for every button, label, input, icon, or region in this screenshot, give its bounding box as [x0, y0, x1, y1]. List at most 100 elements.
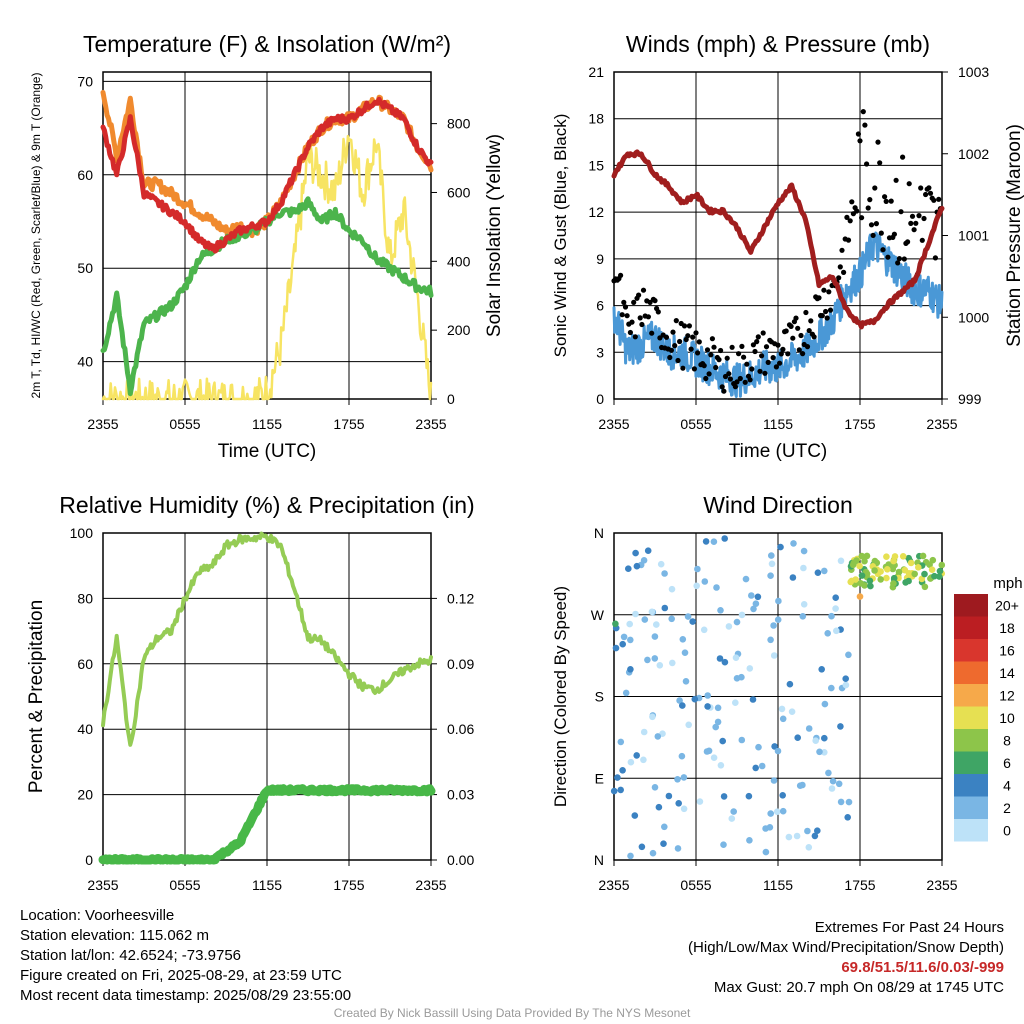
gust-dot: [824, 315, 830, 321]
direction-dot: [821, 700, 829, 708]
legend-swatch: [954, 729, 988, 752]
direction-dot: [883, 574, 890, 582]
extremes-panel: Extremes For Past 24 Hours (High/Low/Max…: [688, 918, 1004, 998]
direction-dot: [674, 845, 682, 852]
x-tick-label: 2355: [926, 877, 957, 893]
direction-dot: [755, 743, 762, 751]
gust-dot: [873, 221, 880, 227]
gust-dot: [760, 330, 766, 336]
gust-dot: [629, 319, 635, 325]
direction-dot: [732, 699, 739, 706]
credit-line: Created By Nick Bassill Using Data Provi…: [333, 1006, 691, 1020]
x-tick-label: 2355: [598, 416, 629, 432]
gust-dot: [750, 342, 757, 348]
direction-dot: [685, 721, 692, 729]
direction-dot: [749, 696, 757, 703]
y-tick-label: 20: [77, 787, 93, 803]
direction-dot: [786, 680, 794, 688]
series-line-station-pressure: [611, 149, 945, 330]
gust-dot: [926, 185, 932, 191]
gust-dot: [837, 264, 843, 270]
y-axis-label: Sonic Wind & Gust (Blue, Black): [551, 114, 570, 358]
y-right-tick-label: 200: [447, 322, 471, 338]
x-tick-label: 0555: [680, 877, 711, 893]
direction-dot: [610, 787, 618, 795]
gust-dot: [898, 209, 904, 215]
direction-dot: [828, 684, 835, 692]
gust-dot: [759, 353, 765, 359]
x-tick-label: 1155: [252, 416, 282, 432]
gust-dot: [775, 342, 781, 348]
gust-dot: [696, 339, 702, 345]
direction-dot: [750, 605, 757, 613]
gust-dot: [736, 351, 742, 357]
direction-dot: [710, 538, 718, 545]
panel-wind-direction: [613, 532, 943, 866]
x-tick-label: 2355: [87, 877, 118, 893]
direction-dot: [696, 798, 704, 805]
direction-dot: [796, 782, 804, 789]
direction-dot: [771, 743, 778, 750]
gust-dot: [859, 215, 865, 221]
direction-dot: [631, 812, 639, 819]
direction-dot: [614, 774, 621, 781]
direction-dot: [818, 666, 825, 673]
y-tick-label: E: [595, 770, 604, 786]
gust-dot: [724, 355, 730, 361]
gust-dot: [788, 323, 794, 329]
direction-dot: [895, 568, 903, 576]
direction-dot: [730, 808, 737, 815]
direction-dot: [651, 784, 659, 791]
direction-dot: [655, 803, 663, 811]
direction-dot: [804, 827, 811, 835]
direction-dot: [779, 807, 787, 815]
direction-dot: [680, 774, 688, 781]
direction-dot: [733, 618, 741, 626]
direction-dot: [704, 703, 711, 710]
y-tick-label: 60: [77, 167, 93, 183]
series-line-wind: [612, 231, 944, 398]
x-tick-label: 1155: [763, 877, 793, 893]
gust-dot: [821, 287, 827, 293]
gust-dot: [798, 332, 804, 339]
direction-dot: [790, 540, 797, 547]
direction-dot: [720, 793, 728, 800]
x-tick-label: 1755: [333, 416, 364, 432]
y-tick-label: 21: [588, 64, 604, 80]
y-tick-label: 60: [77, 656, 93, 672]
y-right-tick-label: 0: [447, 391, 455, 407]
legend-swatch: [954, 639, 988, 662]
station-info: Location: Voorheesville Station elevatio…: [20, 906, 351, 1006]
gust-dot: [739, 343, 745, 349]
direction-dot: [794, 734, 801, 741]
legend-label: 2: [1003, 800, 1011, 816]
station-elevation: Station elevation: 115.062 m: [20, 927, 210, 944]
gust-dot: [854, 208, 860, 214]
direction-dot: [936, 573, 943, 580]
direction-dot: [849, 561, 857, 569]
direction-dot: [644, 547, 652, 554]
gust-dot: [624, 313, 630, 319]
y-tick-label: 3: [596, 344, 604, 360]
legend-label: 6: [1003, 755, 1011, 771]
direction-dot: [693, 582, 700, 590]
direction-dot: [745, 792, 753, 800]
direction-dot: [619, 640, 626, 648]
gust-dot: [647, 299, 653, 305]
direction-dot: [768, 552, 775, 559]
direction-dot: [656, 662, 664, 669]
series-line-precipitation: [98, 784, 436, 865]
y-tick-label: N: [594, 525, 604, 541]
direction-dot: [620, 633, 628, 641]
direction-dot: [758, 762, 766, 770]
legend-label: 16: [999, 642, 1015, 658]
direction-dot: [890, 557, 897, 565]
gust-dot: [727, 376, 734, 382]
direction-dot: [929, 556, 937, 564]
y-right-tick-label: 0.06: [447, 721, 474, 737]
direction-dot: [725, 623, 733, 630]
direction-dot: [717, 607, 724, 614]
direction-dot: [684, 613, 692, 620]
direction-dot: [768, 560, 776, 568]
x-tick-label: 2355: [415, 416, 446, 432]
